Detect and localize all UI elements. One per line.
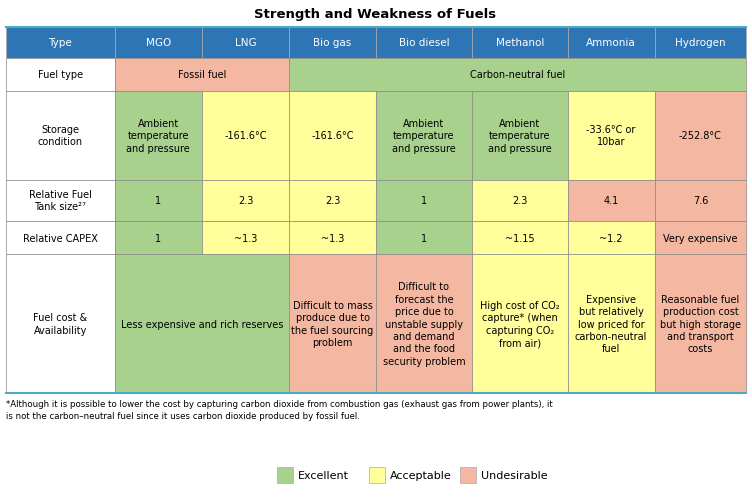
Text: Strength and Weakness of Fuels: Strength and Weakness of Fuels (254, 8, 496, 21)
Bar (115, 255, 289, 393)
Bar (289, 255, 376, 393)
Bar (115, 59, 289, 92)
Text: LNG: LNG (235, 38, 256, 48)
Bar (376, 255, 472, 393)
Bar (115, 180, 202, 221)
Text: Fuel cost &
Availability: Fuel cost & Availability (33, 313, 87, 335)
Text: Bio gas: Bio gas (314, 38, 352, 48)
Text: Fossil fuel: Fossil fuel (177, 70, 226, 80)
Text: Ambient
temperature
and pressure: Ambient temperature and pressure (126, 119, 190, 153)
Bar (472, 92, 568, 180)
Text: Relative Fuel
Tank size²⁷: Relative Fuel Tank size²⁷ (29, 190, 92, 212)
Text: MGO: MGO (146, 38, 171, 48)
Text: Expensive
but relatively
low priced for
carbon-neutral
fuel: Expensive but relatively low priced for … (575, 294, 647, 354)
Bar (655, 180, 746, 221)
Text: Reasonable fuel
production cost
but high storage
and transport
costs: Reasonable fuel production cost but high… (660, 294, 741, 354)
Bar (460, 467, 476, 483)
Text: ~1.15: ~1.15 (505, 233, 535, 243)
Text: Undesirable: Undesirable (481, 470, 548, 480)
Text: 1: 1 (156, 196, 162, 206)
Text: Ammonia: Ammonia (587, 38, 636, 48)
Text: Carbon-neutral fuel: Carbon-neutral fuel (470, 70, 566, 80)
Text: 4.1: 4.1 (604, 196, 619, 206)
Text: ~1.2: ~1.2 (599, 233, 623, 243)
Text: -252.8°C: -252.8°C (679, 131, 722, 141)
Bar (289, 180, 376, 221)
Text: Bio diesel: Bio diesel (399, 38, 449, 48)
Bar (568, 92, 655, 180)
Bar (568, 28, 655, 59)
Text: Ambient
temperature
and pressure: Ambient temperature and pressure (392, 119, 456, 153)
Bar (568, 221, 655, 255)
Text: -161.6°C: -161.6°C (224, 131, 267, 141)
Bar (6, 92, 115, 180)
Bar (472, 221, 568, 255)
Text: Methanol: Methanol (496, 38, 544, 48)
Bar (472, 255, 568, 393)
Text: Relative CAPEX: Relative CAPEX (23, 233, 98, 243)
Bar (6, 59, 115, 92)
Bar (655, 255, 746, 393)
Text: 1: 1 (421, 233, 427, 243)
Text: Less expensive and rich reserves: Less expensive and rich reserves (121, 319, 283, 329)
Bar (6, 28, 115, 59)
Bar (376, 221, 472, 255)
Bar (289, 59, 746, 92)
Text: Difficult to mass
produce due to
the fuel sourcing
problem: Difficult to mass produce due to the fue… (291, 301, 374, 348)
Bar (568, 180, 655, 221)
Bar (115, 28, 202, 59)
Bar (115, 221, 202, 255)
Text: Fuel type: Fuel type (38, 70, 83, 80)
Bar (376, 180, 472, 221)
Bar (655, 28, 746, 59)
Bar (472, 180, 568, 221)
Bar (6, 221, 115, 255)
Text: Type: Type (49, 38, 72, 48)
Bar (289, 28, 376, 59)
Text: *Although it is possible to lower the cost by capturing carbon dioxide from comb: *Although it is possible to lower the co… (6, 399, 553, 420)
Bar (655, 92, 746, 180)
Text: 1: 1 (421, 196, 427, 206)
Text: 2.3: 2.3 (325, 196, 340, 206)
Bar (202, 221, 289, 255)
Text: Storage
condition: Storage condition (38, 125, 83, 147)
Text: Acceptable: Acceptable (390, 470, 451, 480)
Text: 1: 1 (156, 233, 162, 243)
Text: 2.3: 2.3 (238, 196, 253, 206)
Text: High cost of CO₂
capture* (when
capturing CO₂
from air): High cost of CO₂ capture* (when capturin… (480, 301, 559, 348)
Text: -33.6°C or
10bar: -33.6°C or 10bar (587, 125, 636, 147)
Text: Difficult to
forecast the
price due to
unstable supply
and demand
and the food
s: Difficult to forecast the price due to u… (383, 282, 465, 366)
Text: Ambient
temperature
and pressure: Ambient temperature and pressure (488, 119, 552, 153)
Bar (376, 28, 472, 59)
Text: -161.6°C: -161.6°C (311, 131, 353, 141)
Bar (202, 28, 289, 59)
Text: Very expensive: Very expensive (663, 233, 738, 243)
Bar (115, 92, 202, 180)
Bar (568, 255, 655, 393)
Bar (376, 92, 472, 180)
Bar (368, 467, 384, 483)
Bar (277, 467, 293, 483)
Bar (6, 255, 115, 393)
Bar (202, 180, 289, 221)
Bar (289, 221, 376, 255)
Bar (6, 180, 115, 221)
Text: 2.3: 2.3 (512, 196, 527, 206)
Bar (655, 221, 746, 255)
Text: 7.6: 7.6 (693, 196, 708, 206)
Text: ~1.3: ~1.3 (234, 233, 257, 243)
Bar (202, 92, 289, 180)
Text: ~1.3: ~1.3 (321, 233, 344, 243)
Text: Excellent: Excellent (298, 470, 349, 480)
Bar (472, 28, 568, 59)
Bar (289, 92, 376, 180)
Text: Hydrogen: Hydrogen (675, 38, 726, 48)
